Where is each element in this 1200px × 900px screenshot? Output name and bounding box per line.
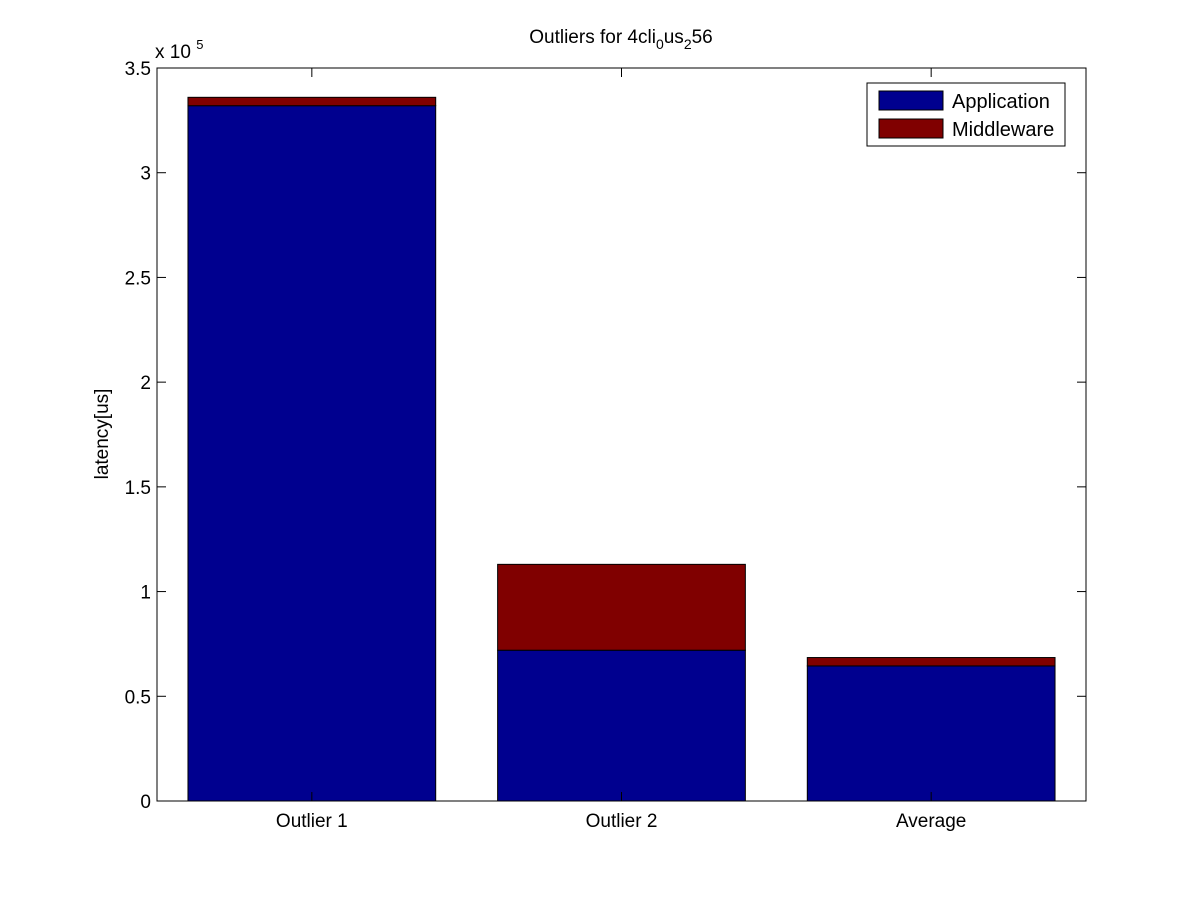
y-tick-label: 0.5 [125, 687, 151, 708]
bars-layer [187, 96, 1056, 802]
ticks-layer: 0 0.5 1 1.5 2 2.5 3 3.5 Outlier 1 Outlier 2 Averag… [125, 59, 1086, 832]
bar-application-average [806, 665, 1056, 802]
legend-label-middleware: Middleware [952, 119, 1054, 141]
bar-middleware-outlier-2 [497, 563, 746, 651]
y-tick-label: 3 [140, 164, 151, 185]
bar-middleware-average [806, 657, 1056, 667]
y-axis-multiplier-exponent: 5 [196, 37, 203, 52]
legend: Application Middleware [866, 82, 1066, 147]
chart-title-part: us [664, 27, 684, 48]
y-axis-label: latency[us] [92, 389, 113, 480]
y-tick-label: 2.5 [125, 268, 151, 289]
y-tick-label: 2 [140, 373, 151, 394]
legend-swatch-application [878, 90, 944, 111]
chart-title-part: 2 [684, 36, 692, 52]
y-tick-label: 1.5 [125, 478, 151, 499]
y-tick-label: 0 [140, 792, 151, 813]
chart-title-part: Outliers for 4cli [529, 27, 656, 48]
legend-swatch-middleware [878, 118, 944, 139]
chart-title: Outliers for 4cli0us256 [529, 27, 713, 52]
x-tick-label-outlier-1: Outlier 1 [276, 811, 348, 832]
bar-application-outlier-2 [497, 649, 746, 802]
y-tick-label: 3.5 [125, 59, 151, 80]
bar-application-outlier-1 [187, 105, 437, 802]
chart-title-part: 56 [692, 27, 713, 48]
legend-label-application: Application [952, 91, 1050, 113]
x-tick-label-average: Average [896, 811, 966, 832]
y-axis-multiplier: x 10 5 [155, 37, 203, 63]
x-tick-label-outlier-2: Outlier 2 [586, 811, 658, 832]
chart-title-part: 0 [656, 36, 664, 52]
y-axis-multiplier-base: x 10 [155, 42, 191, 63]
y-tick-label: 1 [140, 583, 151, 604]
bar-middleware-outlier-1 [187, 96, 437, 107]
